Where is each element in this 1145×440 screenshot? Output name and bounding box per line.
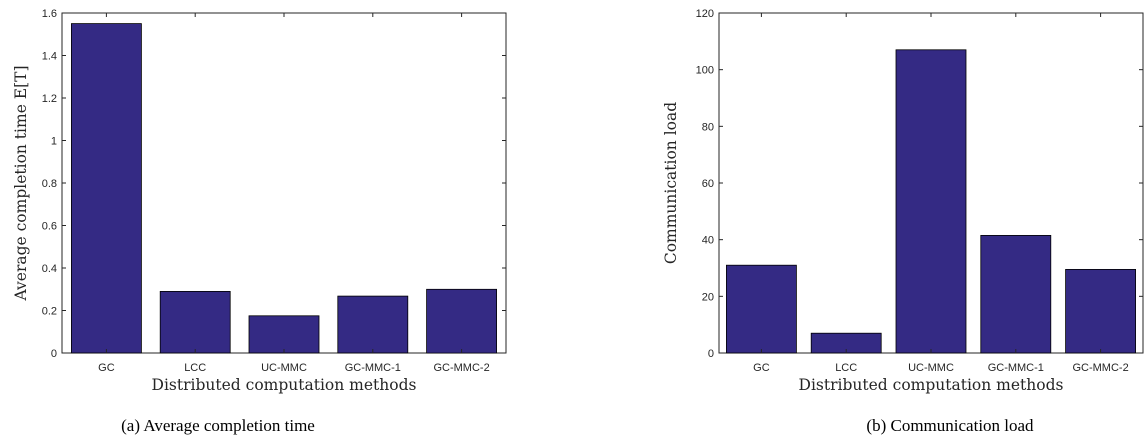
chart-a-ytick-label: 1.4 — [42, 51, 57, 63]
chart-b-caption: (b) Communication load — [866, 416, 1034, 435]
chart-b: 0 20 40 60 80 100 120 GC LCC UC-MMC GC-MMC-1 GC-MM… — [662, 8, 1143, 435]
chart-b-ytick-label: 20 — [702, 291, 714, 303]
chart-b-xtick-label: GC-MMC-1 — [988, 362, 1044, 374]
chart-b-xtick-label: LCC — [835, 362, 857, 374]
chart-a-xtick-label: GC-MMC-1 — [345, 362, 401, 374]
chart-a-caption: (a) Average completion time — [121, 416, 315, 435]
chart-b-ytick-label: 80 — [702, 121, 714, 133]
chart-a-xlabel: Distributed computation methods — [152, 376, 417, 394]
chart-b-xlabel: Distributed computation methods — [799, 376, 1064, 394]
chart-a-bar-lcc — [160, 291, 230, 353]
chart-b-ytick-label: 0 — [708, 348, 714, 360]
chart-a-xtick-label: GC-MMC-2 — [433, 362, 489, 374]
chart-b-bar-gc-mmc-2 — [1066, 269, 1136, 353]
chart-a-ytick-label: 0.6 — [42, 221, 57, 233]
chart-a-ylabel: Average completion time E[T] — [12, 65, 30, 301]
chart-a-ytick-label: 0.4 — [42, 263, 57, 275]
chart-b-xtick-label: UC-MMC — [908, 362, 954, 374]
chart-a-xtick-label: GC — [98, 362, 115, 374]
chart-a-xtick-label: UC-MMC — [261, 362, 307, 374]
chart-a-ytick-label: 1 — [51, 136, 57, 148]
chart-a: 0 0.2 0.4 0.6 0.8 1 1.2 1.4 1.6 GC LCC UC-MMC GC-MM… — [12, 8, 506, 435]
chart-b-ytick-label: 120 — [696, 8, 714, 20]
chart-a-ytick-label: 0.8 — [42, 178, 57, 190]
chart-b-ylabel: Communication load — [662, 102, 680, 264]
chart-a-ytick-label: 0.2 — [42, 306, 57, 318]
chart-a-bar-gc — [71, 24, 141, 353]
chart-a-ytick-label: 1.6 — [42, 8, 57, 20]
chart-b-ytick-label: 40 — [702, 235, 714, 247]
chart-a-ytick-label: 1.2 — [42, 93, 57, 105]
chart-b-bar-uc-mmc — [896, 50, 966, 353]
chart-a-bar-gc-mmc-1 — [338, 296, 408, 353]
chart-b-ytick-label: 60 — [702, 178, 714, 190]
chart-a-xtick-label: LCC — [184, 362, 206, 374]
chart-a-bar-uc-mmc — [249, 316, 319, 353]
chart-a-bar-gc-mmc-2 — [427, 289, 497, 353]
chart-b-ytick-label: 100 — [696, 65, 714, 77]
chart-b-bar-gc — [726, 265, 796, 353]
chart-a-ytick-label: 0 — [51, 348, 57, 360]
chart-b-bar-gc-mmc-1 — [981, 235, 1051, 353]
chart-b-xtick-label: GC-MMC-2 — [1072, 362, 1128, 374]
chart-b-xtick-label: GC — [753, 362, 770, 374]
